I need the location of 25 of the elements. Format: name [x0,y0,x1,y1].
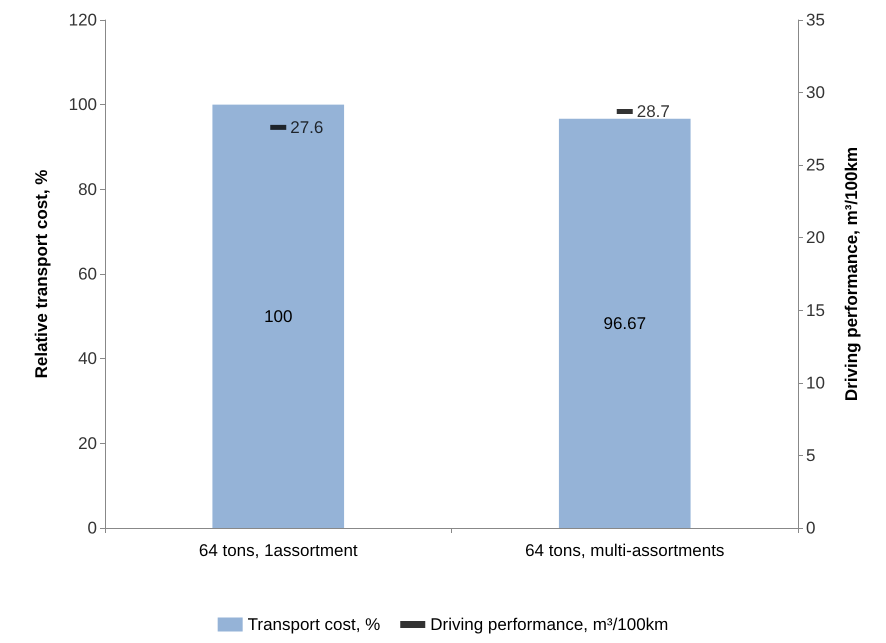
y2-tick-label: 20 [806,228,825,248]
y-tick-label: 80 [78,180,97,199]
y-tick-label: 20 [78,434,97,453]
y-tick-label: 100 [68,95,97,114]
y2-tick-label: 10 [806,373,825,392]
data-label: 27.6 [290,118,324,137]
legend-label: Transport cost, % [248,615,380,634]
y2-tick-label: 15 [806,300,825,320]
y2-tick-label: 35 [806,10,825,30]
data-label: 100 [264,306,292,326]
y-tick-label: 40 [78,349,97,368]
y-tick-label: 120 [68,10,97,30]
y2-tick-label: 30 [806,83,825,102]
y-tick-label: 0 [88,518,97,538]
y2-tick-label: 0 [806,518,816,538]
y2-tick-label: 5 [806,446,816,465]
data-label: 96.67 [603,314,646,333]
y2-axis-title: Driving performance, m³/100km [842,146,861,402]
y-tick-label: 60 [78,264,97,284]
x-tick-label: 64 tons, multi-assortments [525,541,724,560]
legend-label: Driving performance, m³/100km [430,615,668,634]
y2-tick-label: 25 [806,156,825,175]
y-axis-title: Relative transport cost, % [32,170,51,378]
data-label: 28.7 [636,102,670,121]
x-tick-label: 64 tons, 1assortment [198,541,358,560]
